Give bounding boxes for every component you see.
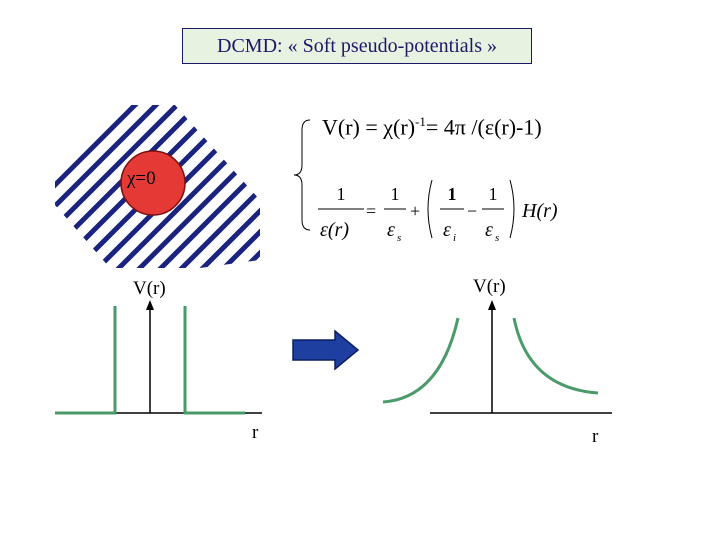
equation-potential: V(r) = χ(r)-1= 4π /(ε(r)-1) [322, 114, 542, 140]
eq2-frac4-eps: ε [485, 219, 493, 241]
eq2-frac1-den: ε(r) [320, 219, 349, 241]
eq2-frac1-num: 1 [337, 184, 346, 204]
solute-sphere [120, 150, 186, 216]
left-y-arrowhead [146, 300, 154, 310]
right-y-label: V(r) [473, 276, 506, 297]
hatch-line [210, 105, 260, 268]
right-plot [382, 300, 612, 414]
eq2-frac2-num: 1 [391, 184, 400, 204]
hatch-line [275, 90, 465, 280]
left-x-label: r [252, 422, 259, 443]
eq2-frac3-num: 1 [448, 184, 457, 204]
right-y-arrowhead [488, 300, 496, 310]
eq1-lhs: V(r) = χ(r) [322, 114, 416, 140]
title-box: DCMD: « Soft pseudo-potentials » [182, 28, 532, 64]
title-text: DCMD: « Soft pseudo-potentials » [217, 34, 497, 57]
chi-label: χ=0 [127, 168, 156, 189]
eq2-frac2-eps: ε [387, 219, 395, 241]
brace-icon [293, 119, 311, 231]
right-soft-wall-left [382, 317, 460, 404]
left-plot [55, 300, 262, 415]
eq1-exponent: -1 [415, 114, 426, 129]
hatch-line [105, 105, 260, 268]
left-potential-wall-left [55, 306, 117, 415]
left-y-label: V(r) [133, 278, 166, 299]
hatch-line [168, 105, 260, 268]
svg-text:=: = [366, 201, 376, 221]
right-soft-wall-right [512, 317, 599, 395]
hatch-line [147, 105, 260, 268]
hatch-line [55, 105, 173, 268]
hatch-line [126, 105, 260, 268]
right-x-label: r [592, 426, 599, 447]
eq2-frac3-sub: i [453, 232, 456, 244]
eq1-rhs: = 4π /(ε(r)-1) [425, 114, 542, 140]
hatch-line [252, 105, 260, 268]
svg-text:+: + [410, 201, 420, 221]
eq2-frac4-sub: s [495, 232, 499, 244]
equation-dielectric: 1 ε(r) = 1 ε s + 1 ε i − 1 ε s H(r) [318, 179, 558, 244]
eq2-frac3-eps: ε [443, 219, 451, 241]
eq2-frac2-sub: s [397, 232, 401, 244]
hatch-line [55, 105, 152, 268]
transform-arrow-icon [292, 329, 360, 371]
hatch-line [55, 105, 215, 268]
hatch-line [55, 105, 194, 268]
left-potential-wall-right [183, 306, 245, 415]
eq2-frac4-num: 1 [489, 184, 498, 204]
eq2-H: H(r) [521, 200, 558, 222]
hatch-line [189, 105, 260, 268]
svg-text:−: − [467, 201, 477, 221]
